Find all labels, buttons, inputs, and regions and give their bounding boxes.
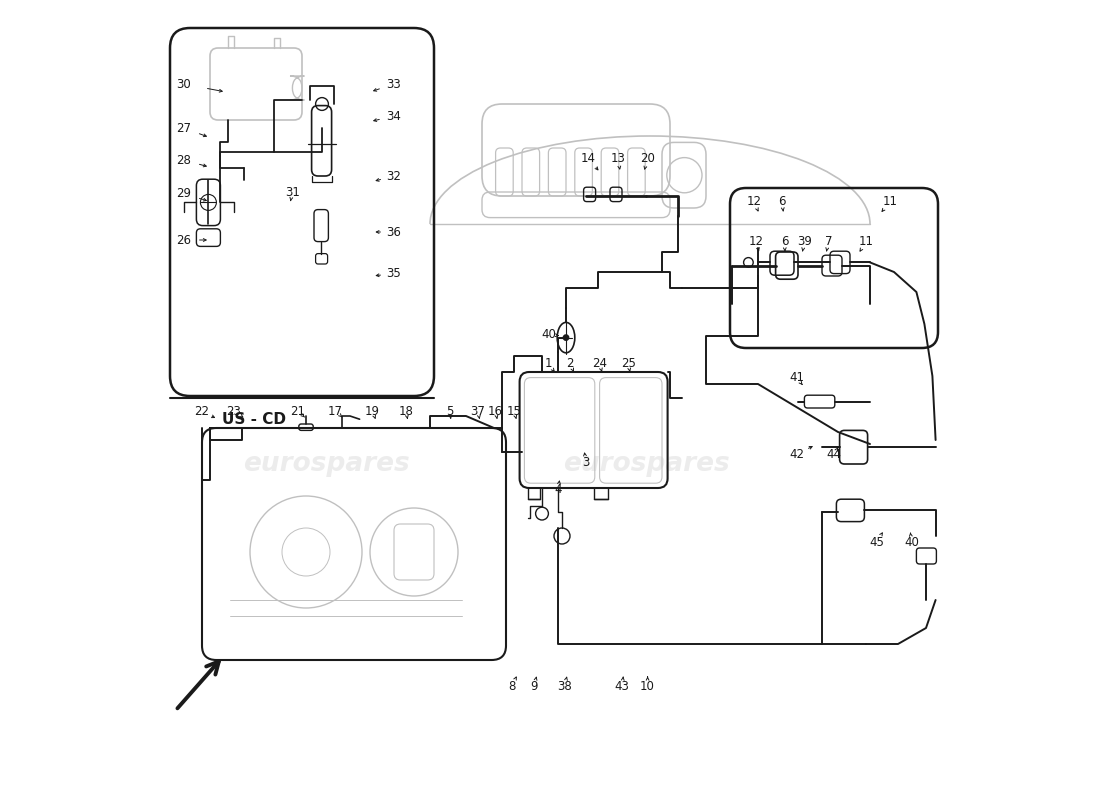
Text: 40: 40: [904, 536, 918, 549]
Text: 44: 44: [826, 448, 842, 461]
Text: 36: 36: [386, 226, 402, 238]
Text: 15: 15: [507, 405, 521, 418]
Text: eurospares: eurospares: [562, 451, 729, 477]
Text: 30: 30: [176, 78, 191, 90]
Text: 12: 12: [749, 235, 763, 248]
Text: 13: 13: [610, 152, 626, 165]
Text: 23: 23: [227, 405, 241, 418]
Text: 10: 10: [640, 680, 654, 693]
Text: 31: 31: [285, 186, 300, 198]
Text: 40: 40: [541, 328, 556, 341]
Text: 2: 2: [566, 358, 574, 370]
Text: 29: 29: [176, 187, 191, 200]
Text: US - CD: US - CD: [222, 413, 286, 427]
Text: 27: 27: [176, 122, 191, 134]
Text: 1: 1: [544, 358, 552, 370]
Text: 3: 3: [582, 456, 590, 469]
Text: 11: 11: [882, 195, 898, 208]
Text: 20: 20: [640, 152, 654, 165]
Text: 34: 34: [386, 110, 402, 122]
Text: 33: 33: [386, 78, 402, 90]
Text: 11: 11: [858, 235, 873, 248]
Text: 35: 35: [386, 267, 402, 280]
Text: 32: 32: [386, 170, 402, 182]
Text: 9: 9: [530, 680, 538, 693]
Text: 41: 41: [789, 371, 804, 384]
Text: 14: 14: [581, 152, 596, 165]
Text: 12: 12: [747, 195, 761, 208]
Text: 6: 6: [779, 195, 785, 208]
Text: 38: 38: [557, 680, 572, 693]
Text: 26: 26: [176, 234, 191, 246]
Text: 28: 28: [176, 154, 191, 166]
Text: 18: 18: [398, 405, 414, 418]
Text: 17: 17: [328, 405, 343, 418]
Text: 37: 37: [471, 405, 485, 418]
Text: 16: 16: [488, 405, 503, 418]
Text: 5: 5: [447, 405, 453, 418]
Text: 19: 19: [365, 405, 380, 418]
Text: 45: 45: [869, 536, 883, 549]
Circle shape: [563, 335, 569, 340]
Text: 39: 39: [798, 235, 812, 248]
Text: 6: 6: [781, 235, 788, 248]
Text: 43: 43: [615, 680, 629, 693]
Text: 42: 42: [789, 448, 804, 461]
Text: eurospares: eurospares: [243, 451, 409, 477]
Text: 24: 24: [592, 358, 607, 370]
Text: 22: 22: [194, 405, 209, 418]
Text: 8: 8: [508, 680, 515, 693]
Text: 7: 7: [825, 235, 832, 248]
Text: 25: 25: [621, 358, 636, 370]
Text: 21: 21: [290, 405, 306, 418]
Text: 4: 4: [554, 483, 562, 496]
